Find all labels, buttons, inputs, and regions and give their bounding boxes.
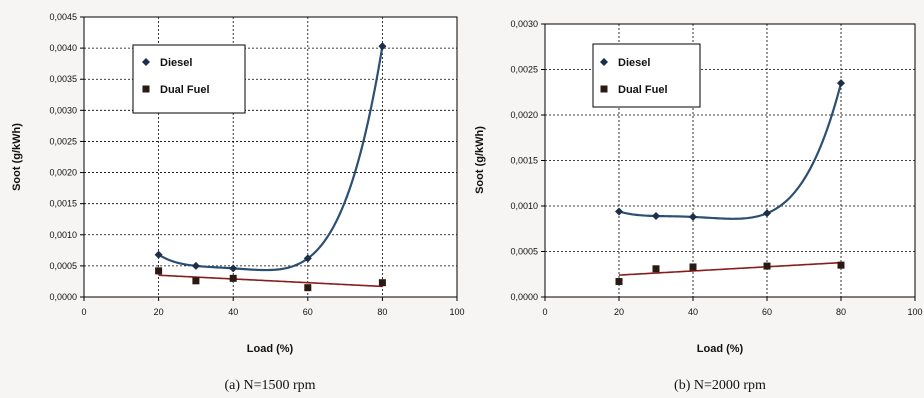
x-tick-label: 80: [836, 307, 846, 317]
x-tick-label: 20: [614, 307, 624, 317]
y-tick-label: 0,0010: [510, 201, 538, 211]
y-tick-label: 0,0035: [49, 74, 77, 84]
data-point-diesel: [763, 209, 771, 218]
legend: Diesel Dual Fuel: [132, 44, 246, 114]
x-tick-labels: 0 20 40 60 80 100: [542, 297, 923, 317]
data-point-diesel: [837, 79, 845, 88]
data-point-dual-fuel: [689, 263, 697, 271]
data-point-dual-fuel: [378, 279, 386, 287]
trend-line-dual-fuel: [618, 261, 842, 276]
chart-panel-a: 0,0000 0,0005 0,0010 0,0015 0,0020 0,0025 0,00…: [11, 12, 465, 393]
legend-label: Diesel: [160, 57, 192, 69]
data-point-diesel: [191, 261, 200, 270]
legend-label: Diesel: [618, 57, 650, 69]
y-tick-label: 0,0010: [49, 230, 77, 240]
x-axis-title: Load (%): [247, 343, 294, 355]
y-tick-label: 0,0000: [49, 292, 77, 302]
y-tick-label: 0,0005: [510, 247, 538, 257]
y-tick-label: 0,0040: [49, 43, 77, 53]
y-tick-label: 0,0015: [510, 156, 538, 166]
x-tick-label: 100: [449, 307, 464, 317]
x-tick-labels: 0 20 40 60 80 100: [81, 297, 465, 317]
y-tick-label: 0,0025: [49, 136, 77, 146]
y-tick-label: 0,0015: [49, 199, 77, 209]
y-tick-label: 0,0030: [49, 105, 77, 115]
data-markers: [615, 79, 845, 286]
legend-label: Dual Fuel: [618, 84, 668, 96]
y-tick-label: 0,0030: [510, 19, 538, 29]
x-tick-label: 0: [81, 307, 86, 317]
gridlines: [84, 17, 457, 297]
panel-caption: (b) N=2000 rpm: [674, 378, 766, 393]
y-axis-title: Soot (g/kWh): [474, 126, 486, 194]
data-point-dual-fuel: [192, 277, 200, 285]
y-tick-label: 0,0025: [510, 65, 538, 75]
y-tick-label: 0,0000: [510, 292, 538, 302]
x-tick-label: 40: [228, 307, 238, 317]
y-tick-labels: 0,0000 0,0005 0,0010 0,0015 0,0020 0,0025 0,00…: [49, 12, 84, 302]
x-tick-label: 40: [688, 307, 698, 317]
legend-box: [592, 43, 701, 108]
data-point-dual-fuel: [615, 278, 623, 286]
data-point-dual-fuel: [652, 265, 660, 273]
data-point-diesel: [229, 264, 238, 273]
legend-label: Dual Fuel: [160, 84, 210, 96]
legend-marker-diesel: [142, 58, 150, 66]
legend-marker-dual-fuel: [142, 85, 150, 93]
x-tick-label: 0: [542, 307, 547, 317]
data-point-diesel: [378, 42, 387, 51]
y-tick-labels: 0,0000 0,0005 0,0010 0,0015 0,0020 0,0025 0,00…: [510, 19, 545, 302]
data-point-diesel: [303, 254, 312, 263]
data-point-dual-fuel: [763, 262, 771, 270]
data-point-dual-fuel: [304, 284, 312, 292]
x-tick-label: 80: [377, 307, 387, 317]
x-tick-label: 100: [907, 307, 922, 317]
data-markers: [154, 42, 387, 292]
x-tick-label: 60: [762, 307, 772, 317]
y-tick-label: 0,0045: [49, 12, 77, 22]
x-tick-label: 20: [154, 307, 164, 317]
data-point-diesel: [154, 250, 163, 259]
panel-caption: (a) N=1500 rpm: [224, 378, 315, 393]
trend-line-dual-fuel: [158, 274, 383, 288]
legend-marker-diesel: [600, 58, 608, 66]
y-tick-label: 0,0020: [510, 110, 538, 120]
data-point-dual-fuel: [155, 267, 163, 275]
data-point-dual-fuel: [837, 261, 845, 269]
data-point-diesel: [652, 212, 660, 221]
data-point-diesel: [615, 207, 623, 216]
y-tick-label: 0,0005: [49, 261, 77, 271]
data-point-diesel: [689, 212, 697, 221]
x-axis-title: Load (%): [697, 343, 744, 355]
legend-box: [132, 44, 246, 114]
x-tick-label: 60: [303, 307, 313, 317]
legend-marker-dual-fuel: [600, 85, 608, 93]
data-point-dual-fuel: [229, 274, 237, 282]
legend: Diesel Dual Fuel: [592, 43, 701, 108]
y-tick-label: 0,0020: [49, 168, 77, 178]
y-axis-title: Soot (g/kWh): [11, 123, 23, 191]
chart-panel-b: 0,0000 0,0005 0,0010 0,0015 0,0020 0,0025 0,00…: [474, 19, 923, 393]
